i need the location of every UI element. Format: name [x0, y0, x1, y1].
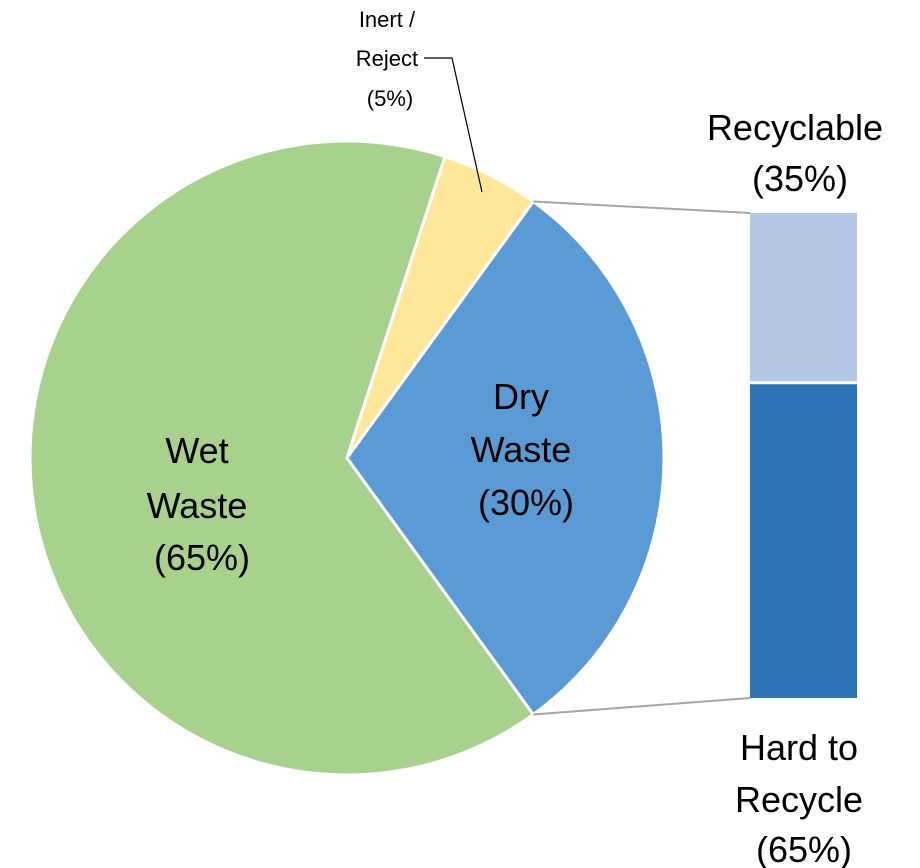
- connector-line-bottom: [533, 697, 751, 716]
- pie-slice-wet-waste: [28, 139, 536, 777]
- bar-label-hard-to-recycle-line1: Hard to: [740, 727, 858, 768]
- bar-label-recyclable: Recyclable (35%): [707, 107, 893, 199]
- slice-label-inert-reject-line2: Reject: [356, 46, 418, 71]
- pie: [28, 139, 666, 777]
- bar-label-hard-to-recycle-line3: (65%): [756, 829, 852, 868]
- pie-slice-dry-waste: [345, 199, 666, 717]
- bar-label-recyclable-line1: Recyclable: [707, 107, 883, 148]
- slice-label-wet-waste-line1: Wet: [165, 430, 228, 471]
- slice-label-wet-waste-line3: (65%): [154, 537, 250, 578]
- bar-segment-hard-to: [750, 384, 857, 698]
- bar-label-hard-to-recycle-line2: Recycle: [735, 779, 863, 820]
- slice-label-wet-waste-line2: Waste: [147, 485, 248, 526]
- connector-line-top: [533, 200, 751, 214]
- slice-label-dry-waste-line3: (30%): [478, 482, 574, 523]
- bar-label-hard-to-recycle: Hard to Recycle (65%): [735, 727, 873, 868]
- slice-label-inert-reject-line1: Inert /: [359, 7, 416, 32]
- breakdown-bar: [750, 213, 857, 698]
- connector-lines: [533, 200, 751, 716]
- slice-label-dry-waste: Dry Waste (30%): [471, 376, 582, 523]
- bar-segment-recyclable: [750, 213, 857, 382]
- slice-label-dry-waste-line1: Dry: [493, 376, 549, 417]
- slice-label-wet-waste: Wet Waste (65%): [147, 430, 258, 578]
- slice-label-inert-reject: Inert / Reject (5%): [356, 7, 424, 111]
- slice-label-inert-reject-line3: (5%): [367, 86, 413, 111]
- bar-label-recyclable-line2: (35%): [752, 158, 848, 199]
- inert-reject-leader-line: [424, 57, 483, 193]
- slice-label-dry-waste-line2: Waste: [471, 429, 572, 470]
